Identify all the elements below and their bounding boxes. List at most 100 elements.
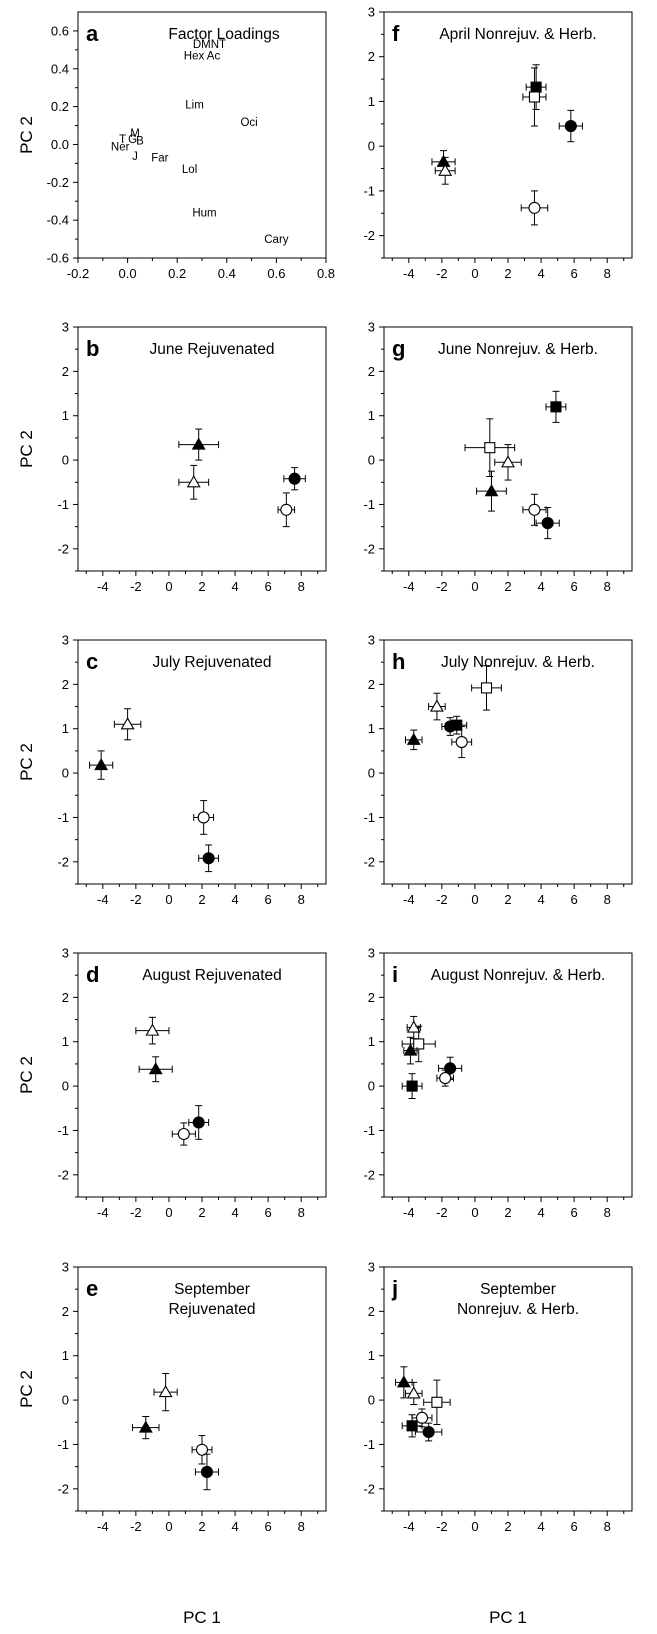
data-point — [401, 1414, 423, 1438]
circle-open-marker — [455, 735, 468, 749]
data-point — [188, 1105, 210, 1140]
triangle-open-marker — [158, 1384, 173, 1398]
panel-title: July Nonrejuv. & Herb. — [441, 654, 595, 671]
data-point — [171, 1122, 196, 1146]
x-tick-label: 2 — [504, 1519, 511, 1534]
loading-label: DMNT — [193, 39, 226, 51]
data-point — [494, 444, 522, 481]
y-tick-label: 3 — [62, 1260, 69, 1275]
data-point — [451, 726, 473, 759]
square-open-marker — [484, 442, 496, 454]
y-tick-label: -2 — [363, 1481, 375, 1496]
x-tick-label: 2 — [198, 579, 205, 594]
data-point — [411, 1408, 433, 1428]
panel-i: -4 -2 0 2 4 6 8 -2 -1 0 1 2 3 i August Nonrejuv. & Her… — [363, 946, 633, 1220]
data-point — [191, 1435, 213, 1465]
x-tick-label: 6 — [571, 579, 578, 594]
x-tick-label: 8 — [604, 579, 611, 594]
data-point — [135, 1016, 170, 1045]
x-tick-label: -2 — [130, 579, 142, 594]
triangle-open-marker — [429, 699, 444, 712]
x-tick-label: 0 — [471, 266, 478, 281]
circle-filled-marker — [202, 852, 215, 865]
x-tick-label: 4 — [537, 266, 544, 281]
circle-open-marker — [177, 1127, 190, 1141]
y-tick-label: 2 — [62, 990, 69, 1005]
loading-label: Cary — [264, 234, 289, 246]
data-point — [283, 467, 306, 491]
x-tick-label: 2 — [504, 266, 511, 281]
circle-filled-marker — [444, 1062, 457, 1075]
loading-label: Far — [151, 153, 168, 165]
x-tick-label: 0.4 — [218, 266, 236, 281]
x-tick-label: -4 — [403, 579, 415, 594]
x-tick-label: -4 — [403, 1205, 415, 1220]
data-point — [178, 464, 210, 500]
y-tick-label: 0 — [368, 1079, 375, 1094]
x-tick-label: 4 — [231, 579, 238, 594]
y-tick-label: -2 — [363, 541, 375, 556]
loading-label: Oci — [240, 117, 257, 129]
triangle-open-marker — [186, 475, 201, 488]
y-tick-label: 1 — [368, 408, 375, 423]
x-tick-label: 2 — [504, 892, 511, 907]
circle-open-marker — [197, 811, 210, 824]
circle-filled-marker — [422, 1425, 435, 1439]
data-point — [438, 1056, 463, 1080]
square-filled-marker — [550, 401, 562, 413]
y-tick-label: -1 — [57, 1123, 69, 1138]
panel-letter: b — [86, 336, 99, 361]
y-tick-label: 0.6 — [51, 23, 69, 38]
y-tick-label: -2 — [57, 1167, 69, 1182]
data-point — [194, 1453, 220, 1491]
loading-label: M — [130, 128, 140, 140]
data-point — [406, 1015, 421, 1040]
square-filled-marker — [530, 81, 542, 93]
y-tick-label: 0 — [62, 453, 69, 468]
x-tick-label: 6 — [571, 892, 578, 907]
y-tick-label: 0.2 — [51, 99, 69, 114]
triangle-filled-marker — [138, 1420, 153, 1433]
triangle-open-marker — [438, 163, 453, 176]
panel-title: September — [480, 1281, 556, 1298]
x-tick-label: 0 — [471, 1205, 478, 1220]
x-axis-label-left: PC 1 — [183, 1608, 221, 1627]
y-tick-label: 1 — [368, 94, 375, 109]
triangle-filled-marker — [191, 437, 206, 450]
y-tick-label: 2 — [368, 364, 375, 379]
panel-letter: d — [86, 962, 99, 987]
data-point — [89, 750, 114, 780]
loading-label: G — [128, 134, 137, 146]
x-tick-label: -2 — [130, 1519, 142, 1534]
x-tick-label: 6 — [265, 579, 272, 594]
y-tick-label: 0 — [368, 766, 375, 781]
x-tick-label: -4 — [403, 266, 415, 281]
panel-letter: i — [392, 962, 398, 987]
y-tick-label: -1 — [363, 183, 375, 198]
triangle-filled-marker — [94, 757, 109, 771]
y-tick-label: 1 — [368, 1348, 375, 1363]
x-tick-label: 0 — [165, 579, 172, 594]
x-tick-label: -4 — [97, 1205, 109, 1220]
data-point — [198, 844, 220, 873]
y-tick-label: 1 — [368, 721, 375, 736]
loading-label: Ner — [111, 141, 130, 153]
y-tick-label: -1 — [57, 810, 69, 825]
panel-title: June Rejuvenated — [150, 341, 275, 358]
square-filled-marker — [406, 1420, 418, 1432]
x-tick-label: 6 — [265, 892, 272, 907]
panel-letter: g — [392, 336, 405, 361]
y-tick-label: 0 — [368, 1393, 375, 1408]
x-tick-label: 8 — [298, 892, 305, 907]
data-point — [153, 1372, 178, 1412]
panel-title: Factor Loadings — [168, 26, 279, 43]
x-tick-label: 4 — [231, 1519, 238, 1534]
data-point — [535, 507, 560, 540]
triangle-open-marker — [406, 1020, 421, 1033]
circle-open-marker — [415, 1411, 429, 1424]
panel-frame — [77, 639, 327, 885]
data-point — [403, 1036, 418, 1065]
panel-j: -4 -2 0 2 4 6 8 -2 -1 0 1 2 3 j September Nonrejuv. & H… — [363, 1260, 633, 1534]
panel-letter: f — [392, 21, 400, 46]
